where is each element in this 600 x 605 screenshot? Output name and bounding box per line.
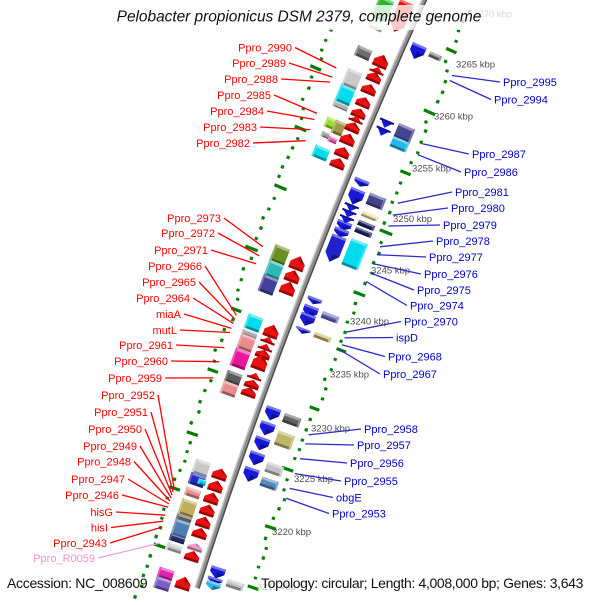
svg-text:Ppro_2985: Ppro_2985 bbox=[217, 90, 271, 102]
svg-text:Ppro_2970: Ppro_2970 bbox=[404, 317, 458, 329]
svg-text:3265 kbp: 3265 kbp bbox=[456, 60, 495, 71]
svg-text:Ppro_2989: Ppro_2989 bbox=[232, 58, 286, 70]
svg-text:Ppro_2973: Ppro_2973 bbox=[167, 213, 221, 225]
svg-text:Ppro_2983: Ppro_2983 bbox=[203, 122, 257, 134]
svg-text:3220 kbp: 3220 kbp bbox=[272, 527, 311, 538]
svg-text:Ppro_2967: Ppro_2967 bbox=[383, 369, 437, 381]
svg-text:Ppro_2960: Ppro_2960 bbox=[114, 356, 168, 368]
svg-text:Ppro_2971: Ppro_2971 bbox=[154, 245, 208, 257]
svg-text:Pelobacter propionicus DSM 237: Pelobacter propionicus DSM 2379, complet… bbox=[117, 9, 482, 26]
svg-text:Ppro_2958: Ppro_2958 bbox=[364, 424, 418, 436]
svg-text:Ppro_2946: Ppro_2946 bbox=[65, 490, 119, 502]
svg-text:Ppro_2981: Ppro_2981 bbox=[455, 187, 509, 199]
svg-text:3225 kbp: 3225 kbp bbox=[294, 474, 333, 485]
svg-text:3240 kbp: 3240 kbp bbox=[350, 317, 389, 328]
svg-text:hisG: hisG bbox=[90, 507, 113, 519]
svg-text:Ppro_2979: Ppro_2979 bbox=[443, 220, 497, 232]
svg-text:hisI: hisI bbox=[91, 523, 108, 535]
svg-text:Ppro_2984: Ppro_2984 bbox=[210, 106, 264, 118]
svg-text:Ppro_2980: Ppro_2980 bbox=[451, 203, 505, 215]
svg-text:Ppro_2947: Ppro_2947 bbox=[71, 474, 125, 486]
svg-text:Ppro_2966: Ppro_2966 bbox=[148, 261, 202, 273]
svg-text:Ppro_2988: Ppro_2988 bbox=[224, 74, 278, 86]
svg-text:Ppro_2995: Ppro_2995 bbox=[503, 77, 557, 89]
svg-text:Ppro_2964: Ppro_2964 bbox=[136, 293, 190, 305]
svg-text:Ppro_2976: Ppro_2976 bbox=[424, 269, 478, 281]
svg-text:Ppro_2948: Ppro_2948 bbox=[77, 457, 131, 469]
svg-text:Ppro_2977: Ppro_2977 bbox=[429, 252, 483, 264]
svg-text:Ppro_2943: Ppro_2943 bbox=[53, 538, 107, 550]
svg-text:Ppro_2965: Ppro_2965 bbox=[142, 277, 196, 289]
svg-text:obgE: obgE bbox=[336, 493, 362, 505]
svg-text:3250 kbp: 3250 kbp bbox=[393, 214, 432, 225]
svg-text:Ppro_2982: Ppro_2982 bbox=[196, 138, 250, 150]
svg-text:Ppro_2957: Ppro_2957 bbox=[357, 440, 411, 452]
svg-text:miaA: miaA bbox=[156, 309, 182, 321]
svg-text:Ppro_2959: Ppro_2959 bbox=[108, 373, 162, 385]
svg-text:Ppro_2975: Ppro_2975 bbox=[417, 285, 471, 297]
svg-text:Ppro_2978: Ppro_2978 bbox=[436, 236, 490, 248]
svg-text:Accession: NC_008609: Accession: NC_008609 bbox=[7, 575, 148, 591]
svg-text:Ppro_2994: Ppro_2994 bbox=[494, 95, 548, 107]
svg-text:Ppro_2955: Ppro_2955 bbox=[344, 476, 398, 488]
svg-text:Ppro_2956: Ppro_2956 bbox=[350, 458, 404, 470]
svg-text:Ppro_2968: Ppro_2968 bbox=[388, 352, 442, 364]
svg-text:Ppro_2972: Ppro_2972 bbox=[161, 228, 215, 240]
svg-text:Topology: circular; Length: 4,: Topology: circular; Length: 4,008,000 bp… bbox=[261, 575, 584, 591]
svg-text:Ppro_2974: Ppro_2974 bbox=[410, 301, 464, 313]
svg-text:Ppro_2949: Ppro_2949 bbox=[83, 441, 137, 453]
svg-text:mutL: mutL bbox=[153, 325, 177, 337]
svg-text:Ppro_2952: Ppro_2952 bbox=[101, 390, 155, 402]
svg-text:Ppro_2986: Ppro_2986 bbox=[464, 167, 518, 179]
svg-text:Ppro_2951: Ppro_2951 bbox=[94, 407, 148, 419]
svg-text:3260 kbp: 3260 kbp bbox=[434, 112, 473, 123]
svg-text:Ppro_2953: Ppro_2953 bbox=[332, 509, 386, 521]
svg-text:Ppro_2990: Ppro_2990 bbox=[238, 43, 292, 55]
svg-text:3235 kbp: 3235 kbp bbox=[330, 370, 369, 381]
svg-text:ispD: ispD bbox=[396, 333, 418, 345]
svg-text:Ppro_2961: Ppro_2961 bbox=[119, 340, 173, 352]
svg-text:Ppro_2987: Ppro_2987 bbox=[472, 149, 526, 161]
svg-text:Ppro_R0059: Ppro_R0059 bbox=[33, 553, 95, 565]
svg-text:Ppro_2950: Ppro_2950 bbox=[88, 424, 142, 436]
